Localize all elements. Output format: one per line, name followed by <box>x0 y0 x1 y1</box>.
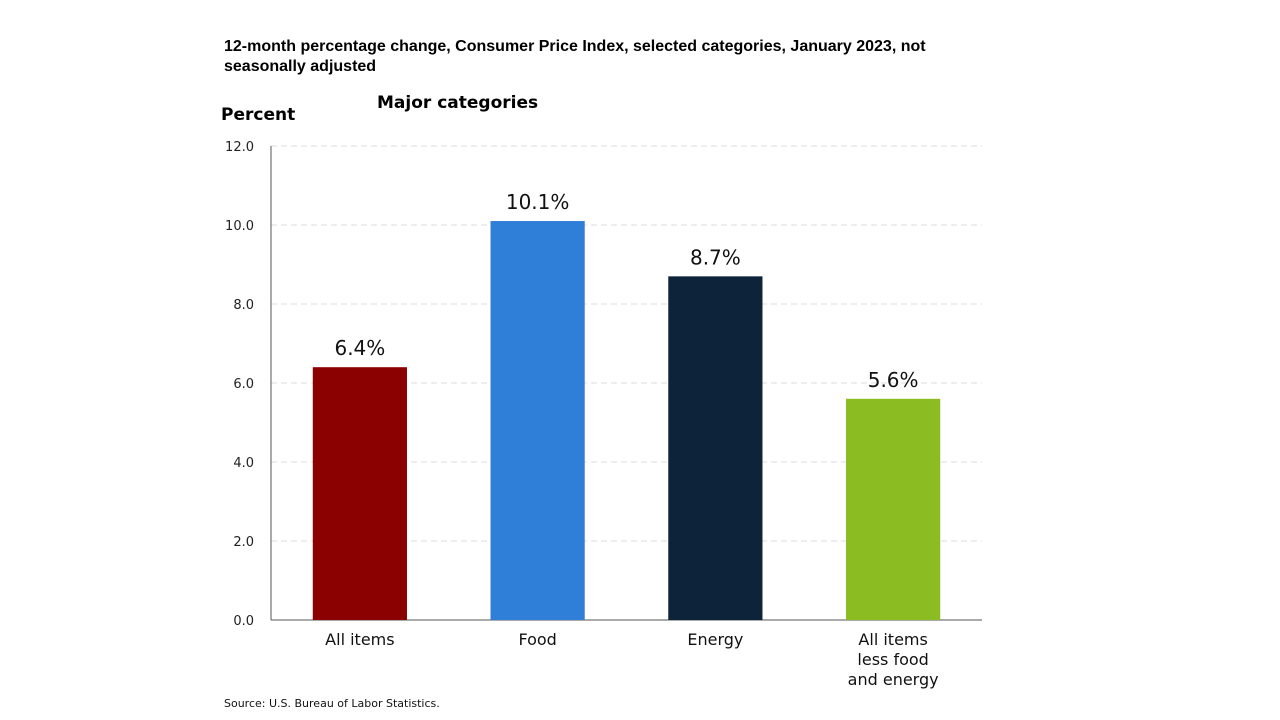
chart-title: 12-month percentage change, Consumer Pri… <box>224 38 926 75</box>
y-tick-label: 0.0 <box>233 614 254 629</box>
data-label: 5.6% <box>868 368 919 392</box>
x-tick-label: less food <box>857 650 928 669</box>
data-label: 8.7% <box>690 245 741 269</box>
bar <box>312 367 407 620</box>
y-axis-label: Percent <box>221 105 296 125</box>
bar <box>668 276 763 620</box>
x-tick-label: Energy <box>687 630 743 649</box>
y-tick-label: 12.0 <box>225 140 254 155</box>
y-tick-label: 4.0 <box>233 456 254 471</box>
y-tick-label: 2.0 <box>233 535 254 550</box>
x-tick-label: All items <box>858 630 927 649</box>
bar <box>490 221 585 621</box>
y-tick-label: 6.0 <box>233 377 254 392</box>
chart-subtitle: Major categories <box>377 93 539 113</box>
y-tick-label: 8.0 <box>233 298 254 313</box>
x-tick-label: All items <box>325 630 394 649</box>
bar <box>846 398 941 620</box>
data-label: 10.1% <box>506 190 570 214</box>
x-tick-label: Food <box>518 630 556 649</box>
data-label: 6.4% <box>334 336 385 360</box>
source-note: Source: U.S. Bureau of Labor Statistics. <box>224 697 440 710</box>
x-tick-label: and energy <box>848 670 939 689</box>
y-tick-label: 10.0 <box>225 219 254 234</box>
